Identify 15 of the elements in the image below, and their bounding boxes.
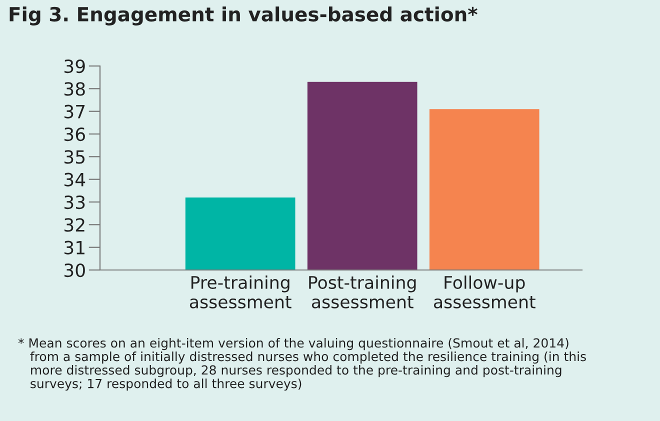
y-tick-label: 30 <box>64 263 85 278</box>
y-tick-label: 33 <box>64 195 85 210</box>
y-tick-label: 38 <box>64 82 85 96</box>
text: * Mean scores on an eight-item version of the valuing questionnaire (Smout et al, 2014) from a sample of initially distressed nurses who completed the resilience training (in this more distressed subgroup, 28 nurses responded to the pre-training and post-training surveys; 17 responded to all three surveys) <box>18 338 586 391</box>
x-tick-label: Post-training assessment <box>309 276 416 308</box>
y-tick-label: 34 <box>64 172 86 186</box>
y-tick-label: 35 <box>64 150 85 164</box>
y-tick-label: 32 <box>64 218 84 232</box>
y-tick-label: 37 <box>64 104 85 118</box>
x-tick-label: Pre-training assessment <box>190 276 292 308</box>
y-tick-label: 36 <box>64 127 85 142</box>
x-tick-label: Follow-up assessment <box>434 276 536 308</box>
y-tick-label: 31 <box>64 240 84 254</box>
chart-title: Fig 3. Engagement in values-based action* <box>10 6 478 26</box>
y-tick-label: 39 <box>64 59 85 74</box>
